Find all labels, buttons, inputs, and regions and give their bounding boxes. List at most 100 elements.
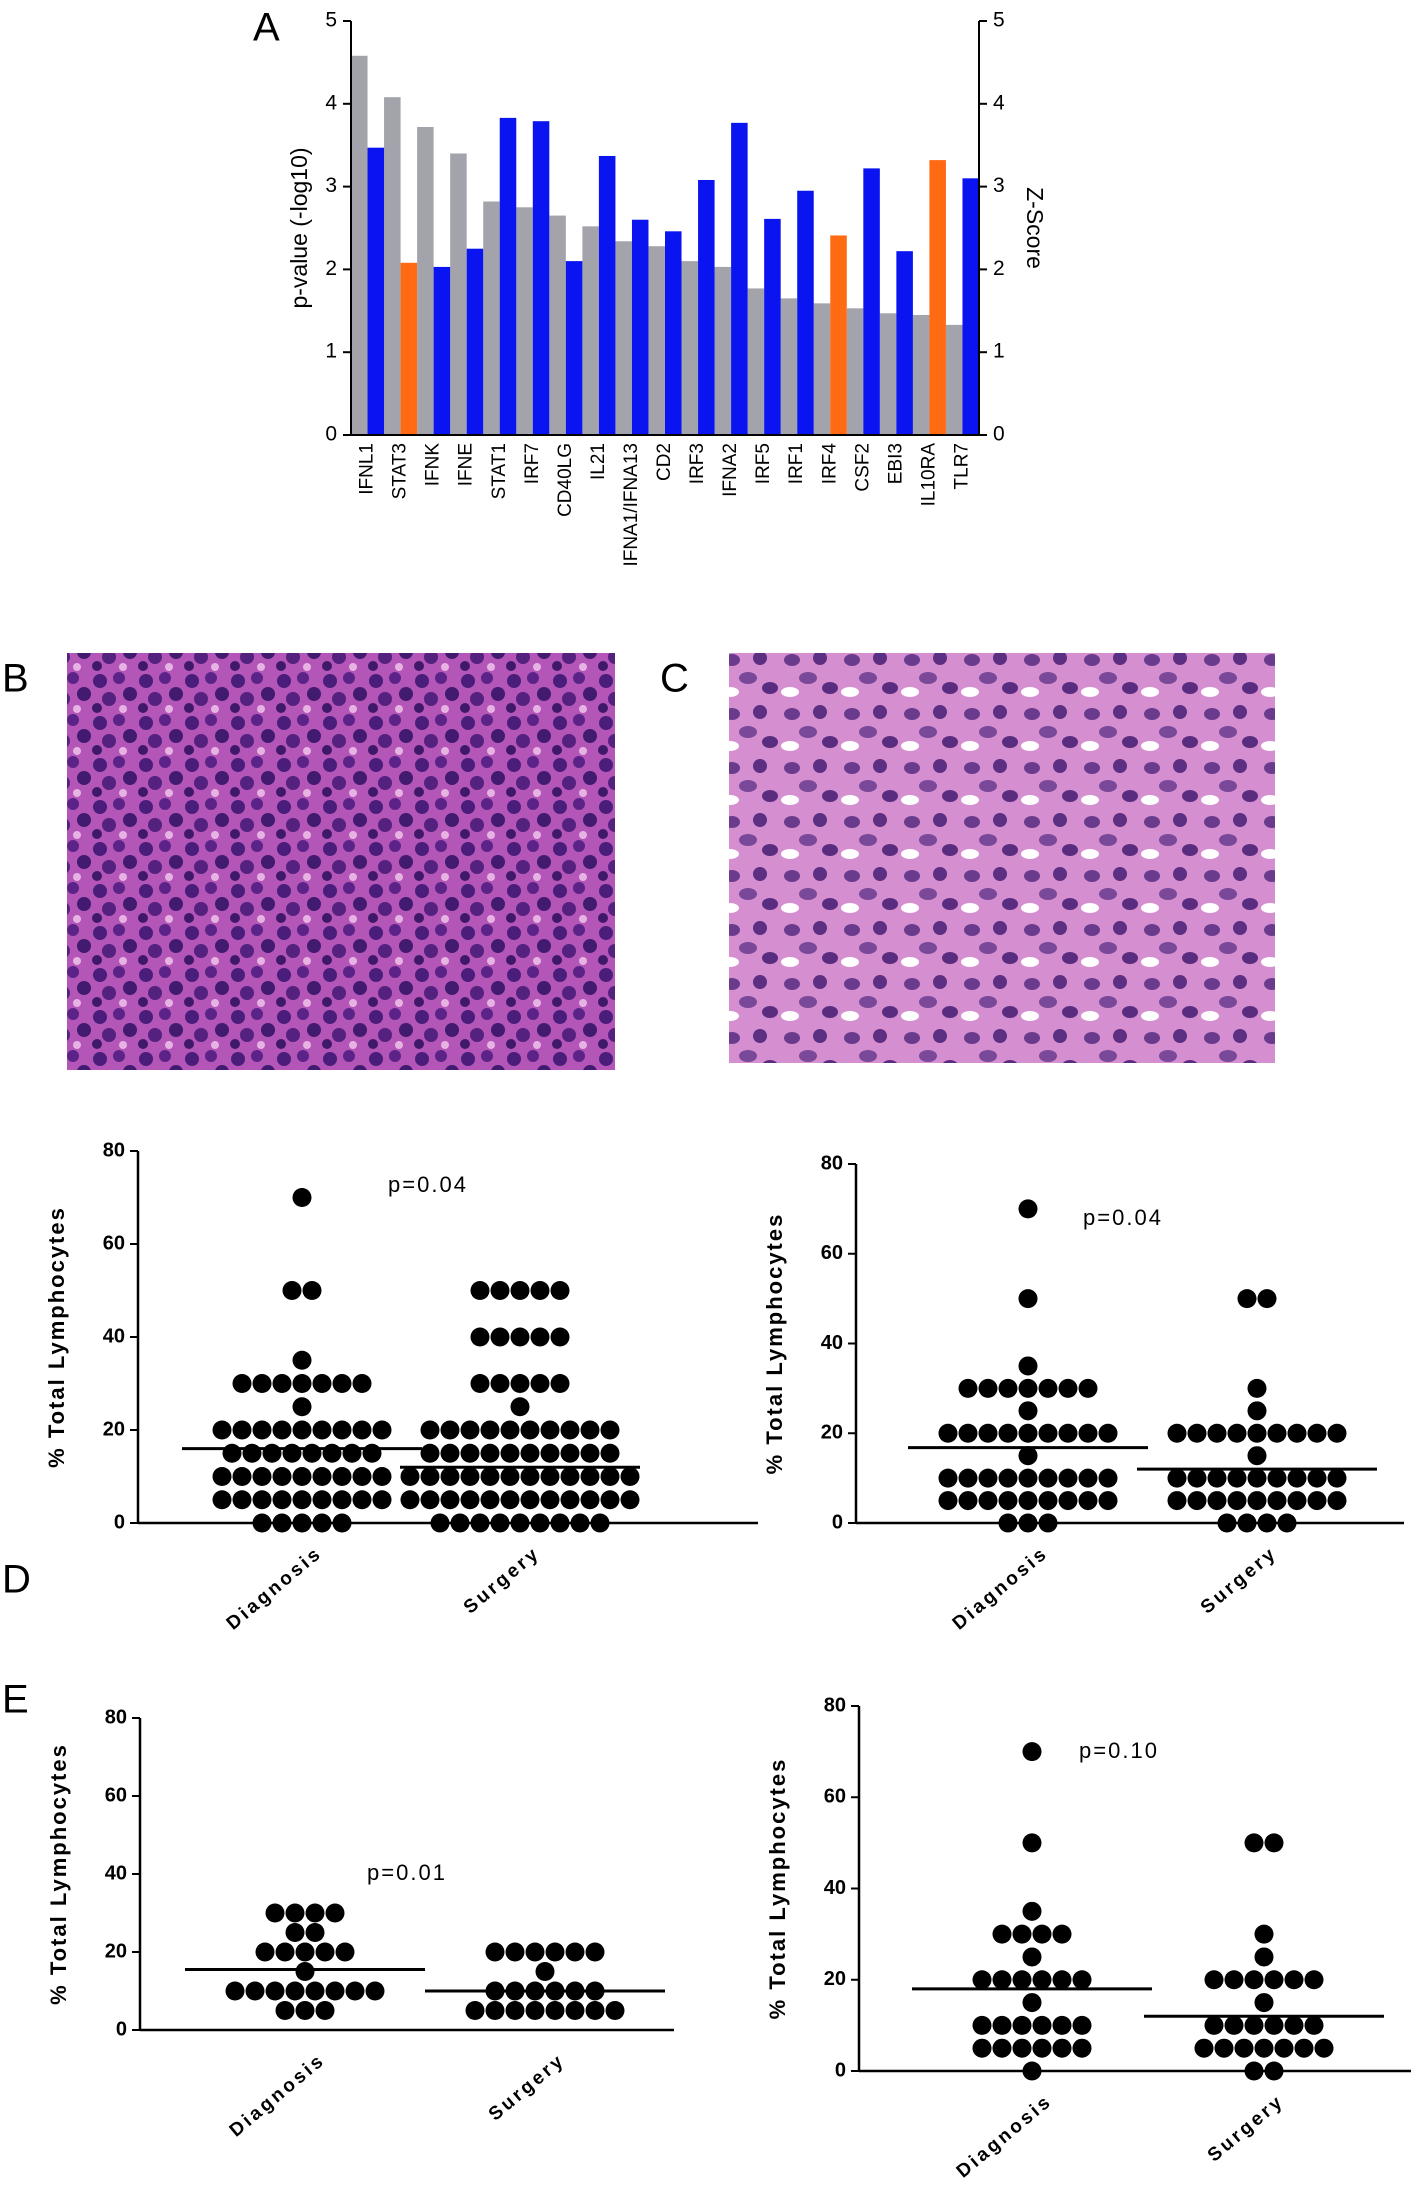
dot	[440, 1443, 460, 1463]
dot	[1058, 1468, 1078, 1488]
dot	[345, 1981, 365, 2001]
dot	[1257, 1289, 1277, 1309]
dot	[580, 1420, 600, 1440]
dot	[1012, 1970, 1032, 1990]
dot	[1018, 1289, 1038, 1309]
bar	[879, 313, 897, 435]
dot	[465, 2001, 485, 2020]
dot	[1204, 2015, 1224, 2035]
y-tick-label: 80	[103, 1139, 125, 1161]
dot	[500, 1443, 520, 1463]
dot	[245, 1981, 265, 2001]
y-tick-label: 1	[325, 340, 337, 363]
dot	[1237, 1513, 1257, 1533]
dot	[1018, 1423, 1038, 1443]
dot	[1237, 1289, 1257, 1309]
dot	[490, 1374, 510, 1393]
dot	[302, 1281, 322, 1300]
bar	[516, 207, 533, 435]
dot	[1012, 2015, 1032, 2035]
x-tick-label: Surgery	[1204, 2091, 1289, 2167]
dot	[1244, 2061, 1264, 2081]
x-tick-label: IRF7	[522, 443, 543, 484]
dot	[1098, 1468, 1118, 1488]
dot	[1018, 1468, 1038, 1488]
dot	[450, 1513, 470, 1533]
histology-image	[67, 653, 615, 1070]
bar	[813, 303, 831, 435]
dot	[1022, 1993, 1042, 2013]
bar	[565, 261, 583, 435]
dot	[1012, 2038, 1032, 2058]
dot	[1284, 1970, 1304, 1990]
x-tick-label: TLR7	[951, 443, 972, 489]
x-tick-label: IRF5	[753, 443, 774, 484]
dot	[510, 1513, 530, 1533]
annotation: p=0.10	[1079, 1738, 1159, 1763]
dot	[1204, 1970, 1224, 1990]
y-tick-label: 40	[821, 1332, 843, 1354]
bar	[681, 261, 699, 435]
dot	[285, 1923, 305, 1942]
dot	[225, 1981, 245, 2001]
dot	[470, 1327, 490, 1347]
y-tick-label: 0	[325, 423, 337, 446]
dot	[312, 1467, 332, 1486]
dot	[535, 1962, 555, 1981]
dot	[520, 1443, 540, 1463]
dot	[1264, 1970, 1284, 1990]
dot	[470, 1513, 490, 1533]
dot	[1267, 1491, 1287, 1511]
dot	[282, 1443, 302, 1463]
dot	[1244, 2015, 1264, 2035]
dot	[1038, 1378, 1058, 1398]
dot	[460, 1490, 480, 1510]
dot	[1254, 1924, 1274, 1944]
dot	[505, 2001, 525, 2020]
y-tick-label: 80	[105, 1706, 127, 1728]
y2-tick-label: 4	[993, 91, 1005, 114]
dot	[1267, 1468, 1287, 1488]
dot	[232, 1490, 252, 1510]
dot	[1052, 2038, 1072, 2058]
dot	[978, 1468, 998, 1488]
bar	[499, 117, 517, 435]
x-tick-label: Diagnosis	[223, 1543, 327, 1635]
dot	[590, 1513, 610, 1533]
bar	[863, 168, 880, 435]
dot	[1207, 1491, 1227, 1511]
dot	[1022, 1901, 1042, 1921]
dot	[1247, 1468, 1267, 1488]
dot	[232, 1374, 252, 1393]
x-tick-label: Diagnosis	[953, 2091, 1057, 2183]
dot	[232, 1420, 252, 1440]
dot	[420, 1420, 440, 1440]
dot	[440, 1467, 460, 1486]
dot	[272, 1374, 292, 1393]
dot	[565, 2001, 585, 2020]
dot	[1254, 1993, 1274, 2013]
dot	[1078, 1491, 1098, 1511]
bar	[714, 266, 732, 435]
y-tick-label: 4	[325, 91, 337, 114]
y-tick-label: 60	[821, 1242, 843, 1264]
bar	[929, 160, 946, 435]
dot	[420, 1443, 440, 1463]
dot	[958, 1491, 978, 1511]
dot	[998, 1378, 1018, 1398]
panel-label: A	[253, 6, 280, 50]
dot	[1254, 1947, 1274, 1967]
dot	[315, 1942, 335, 1962]
y-tick-label: 0	[114, 1511, 125, 1533]
dot	[315, 2001, 335, 2020]
bar	[598, 155, 616, 436]
dot	[958, 1468, 978, 1488]
dot	[295, 1942, 315, 1962]
histology-image	[729, 653, 1275, 1063]
dot	[1072, 2015, 1092, 2035]
dot	[998, 1513, 1018, 1533]
dot	[1287, 1468, 1307, 1488]
dot	[1052, 1924, 1072, 1944]
dot	[1194, 2038, 1214, 2058]
dot	[1187, 1491, 1207, 1511]
